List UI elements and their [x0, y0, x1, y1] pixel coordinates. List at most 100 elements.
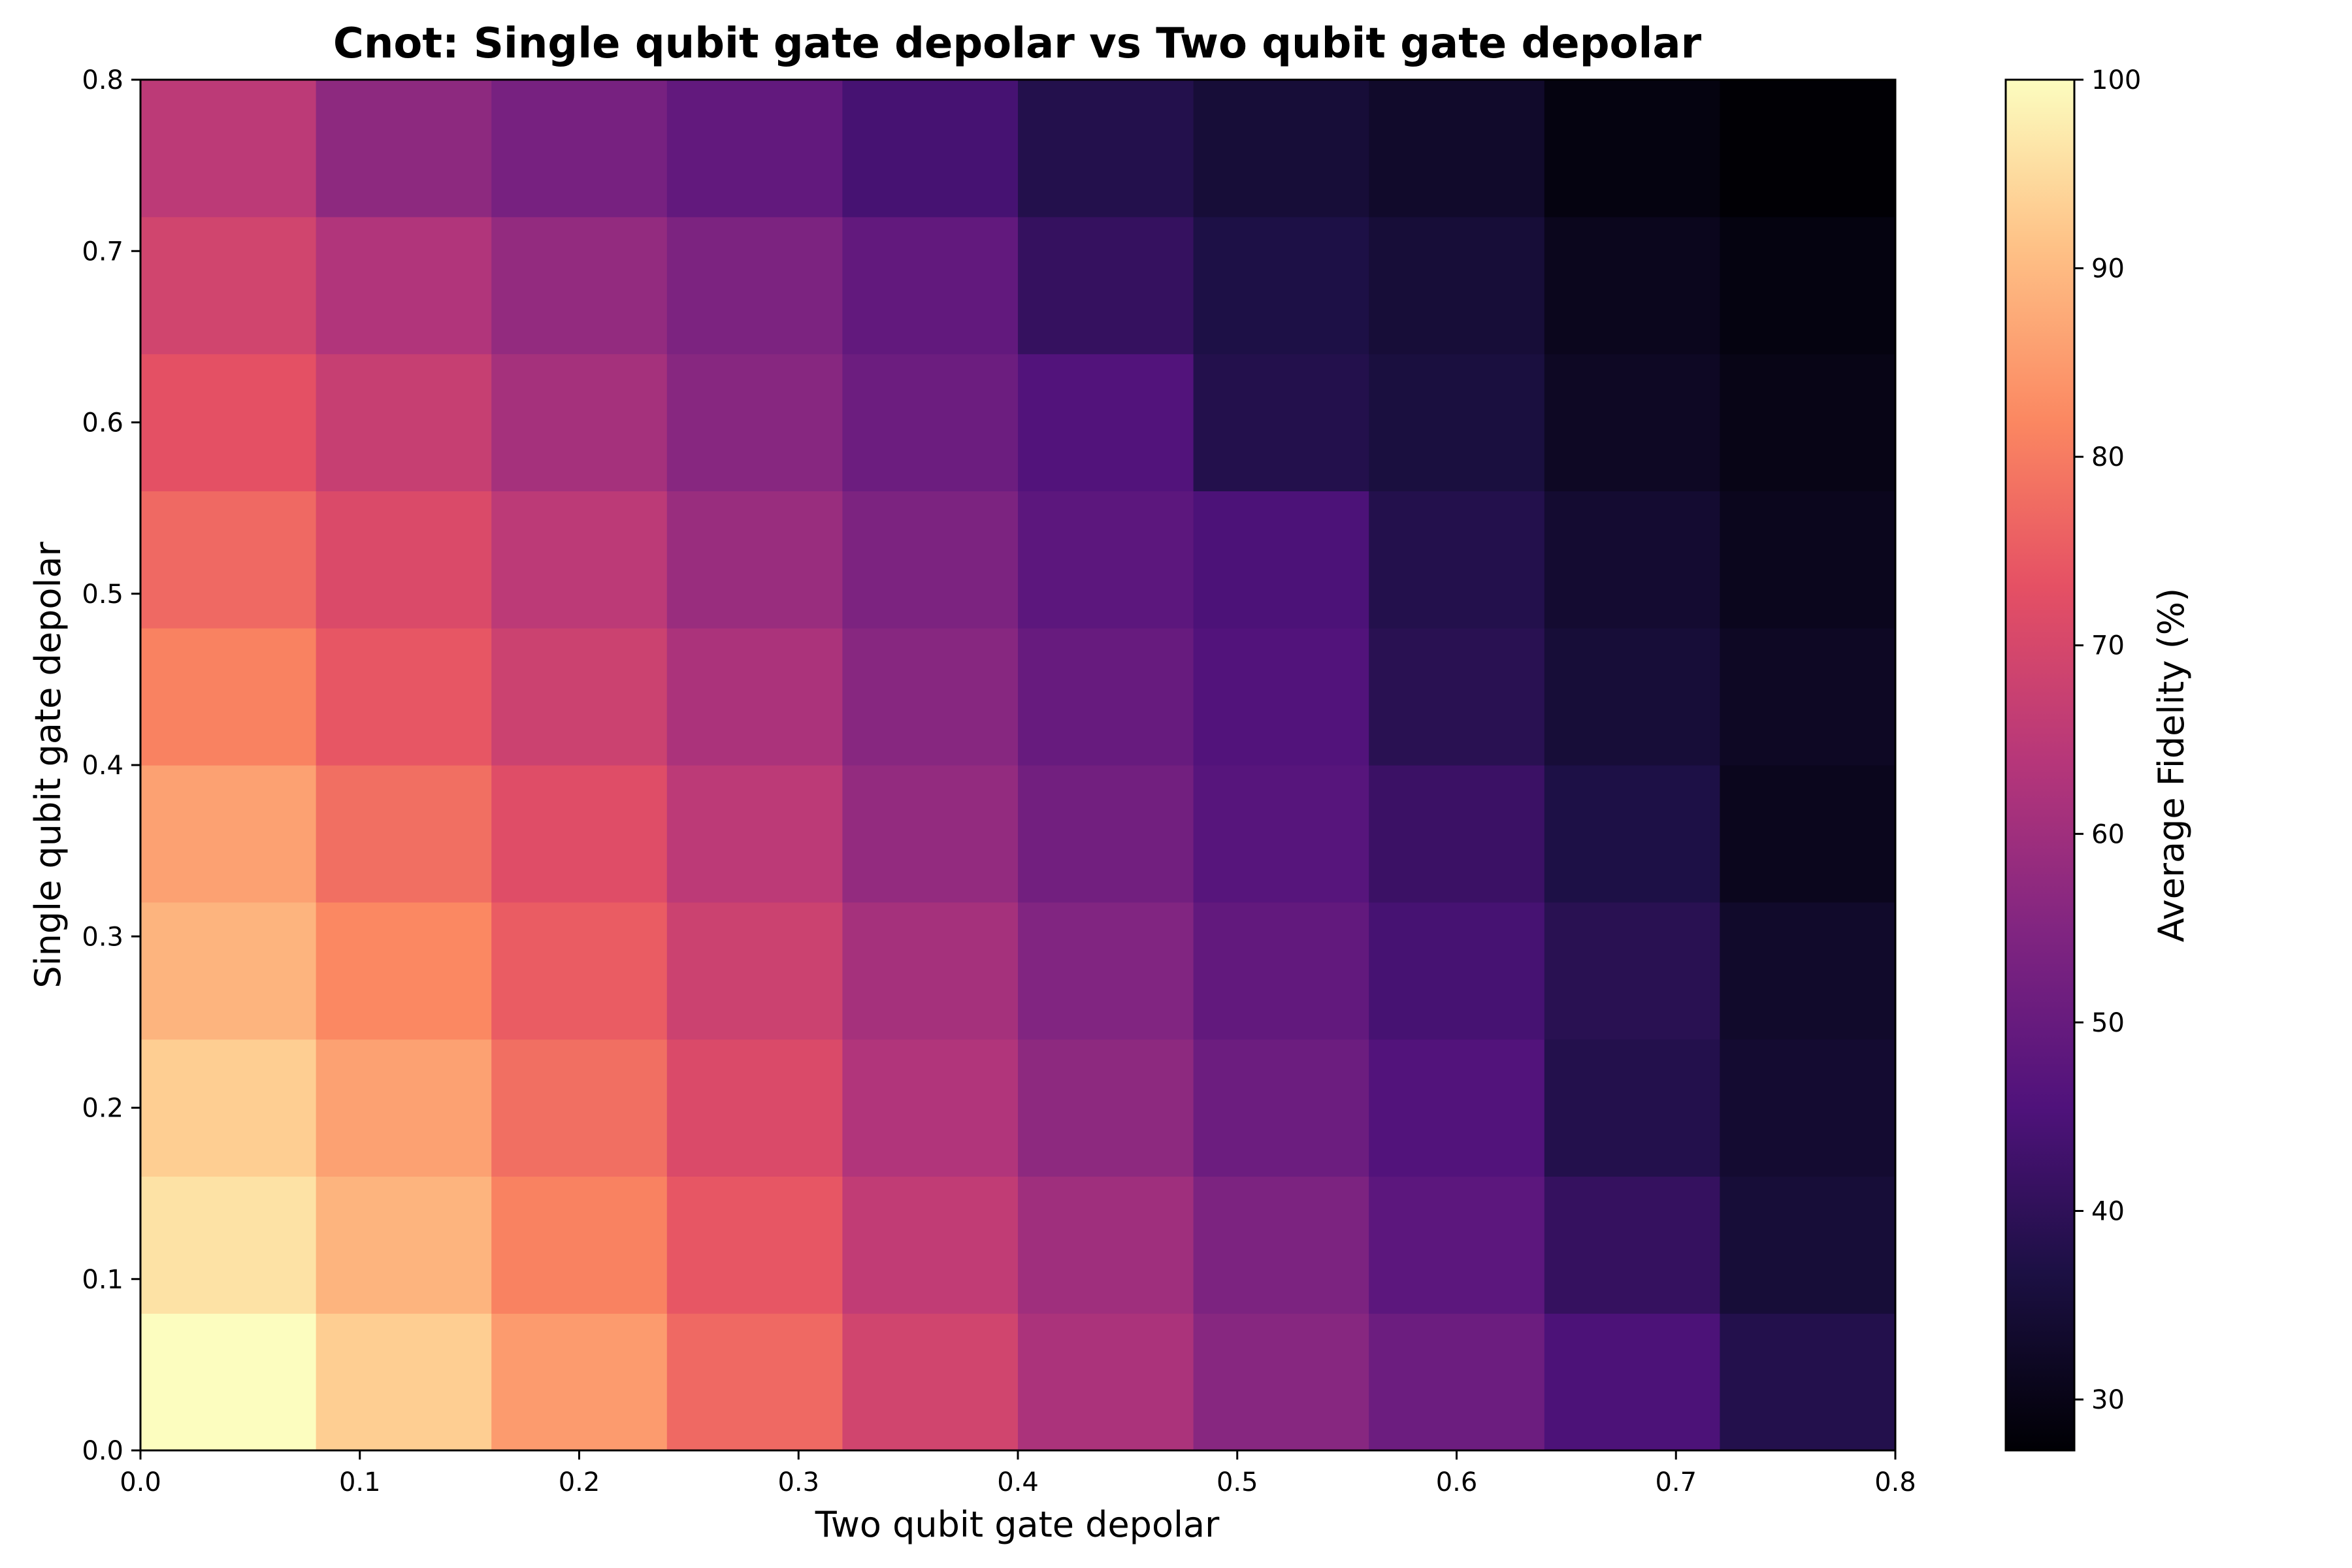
heatmap-cell: [316, 628, 492, 766]
heatmap-cell: [316, 1313, 492, 1451]
x-tick-label: 0.1: [339, 1467, 381, 1497]
colorbar-ticks: 30 40 50 60 70 80 90 100: [2074, 65, 2141, 1415]
heatmap-cell: [316, 1039, 492, 1177]
heatmap-cell: [666, 902, 843, 1040]
heatmap-cell: [140, 902, 317, 1040]
heatmap-cell: [1193, 902, 1369, 1040]
heatmap-cell: [1193, 216, 1369, 355]
heatmap-cell: [1018, 1176, 1194, 1314]
heatmap-cell: [140, 1039, 317, 1177]
heatmap-cell: [1544, 1039, 1720, 1177]
heatmap-cell: [491, 902, 668, 1040]
y-tick-label: 0.0: [82, 1436, 123, 1466]
heatmap-cell: [666, 353, 843, 491]
heatmap-cell: [1193, 1176, 1369, 1314]
heatmap-cell: [666, 80, 843, 218]
heatmap-cell: [1018, 1313, 1194, 1451]
heatmap-cell: [1720, 628, 1896, 766]
heatmap-cell: [316, 765, 492, 903]
heatmap-cell: [1544, 765, 1720, 903]
x-tick-label: 0.0: [120, 1467, 161, 1497]
heatmap-cell: [842, 216, 1019, 355]
heatmap-cell: [491, 80, 668, 218]
colorbar-tick-label: 50: [2091, 1008, 2125, 1038]
heatmap-cell: [1544, 628, 1720, 766]
heatmap-cell: [1544, 1313, 1720, 1451]
heatmap-cell: [842, 902, 1019, 1040]
y-tick-label: 0.6: [82, 408, 123, 438]
colorbar-tick-label: 70: [2091, 631, 2125, 661]
heatmap-cell: [1018, 1039, 1194, 1177]
y-tick-label: 0.5: [82, 580, 123, 610]
heatmap-cell: [666, 216, 843, 355]
y-tick-label: 0.1: [82, 1265, 123, 1295]
heatmap-cell: [491, 628, 668, 766]
heatmap-cell: [1018, 902, 1194, 1040]
heatmap-cell: [666, 765, 843, 903]
heatmap-cell: [316, 353, 492, 491]
heatmap-cell: [842, 765, 1019, 903]
colorbar-tick-label: 100: [2091, 65, 2141, 95]
heatmap-cell: [1193, 80, 1369, 218]
heatmap-cell: [1369, 1313, 1545, 1451]
heatmap-cell: [316, 491, 492, 629]
x-axis-label: Two qubit gate depolar: [815, 1504, 1220, 1545]
heatmap-cell: [1018, 80, 1194, 218]
x-tick-label: 0.2: [559, 1467, 600, 1497]
heatmap-cell: [1720, 1039, 1896, 1177]
heatmap-cell: [842, 353, 1019, 491]
heatmap-cell: [842, 1313, 1019, 1451]
heatmap-cell: [316, 216, 492, 355]
heatmap-cell: [1720, 80, 1896, 218]
heatmap-cell: [140, 353, 317, 491]
heatmap-cell: [842, 1176, 1019, 1314]
colorbar-tick-label: 40: [2091, 1196, 2125, 1226]
heatmap-cell: [1720, 353, 1896, 491]
heatmap-cell: [1720, 1176, 1896, 1314]
heatmap-cell: [491, 491, 668, 629]
heatmap-cell: [1369, 1176, 1545, 1314]
heatmap-cell: [666, 1313, 843, 1451]
y-tick-label: 0.7: [82, 237, 123, 267]
heatmap-cell: [1018, 628, 1194, 766]
heatmap-cell: [666, 628, 843, 766]
heatmap-cell: [1193, 1039, 1369, 1177]
heatmap-cell: [842, 628, 1019, 766]
heatmap-cell: [842, 80, 1019, 218]
y-tick-label: 0.8: [82, 65, 123, 95]
colorbar: [2004, 78, 2076, 1452]
heatmap-cell: [1369, 765, 1545, 903]
heatmap-cell: [140, 1176, 317, 1314]
heatmap-cell: [666, 1176, 843, 1314]
y-tick-label: 0.3: [82, 922, 123, 952]
heatmap-cell: [1544, 353, 1720, 491]
heatmap-cell: [1544, 1176, 1720, 1314]
heatmap-cell: [1193, 353, 1369, 491]
y-tick-label: 0.4: [82, 751, 123, 781]
heatmap-cell: [1369, 80, 1545, 218]
heatmap-cell: [1544, 216, 1720, 355]
heatmap-cell: [140, 80, 317, 218]
heatmap-cell: [140, 1313, 317, 1451]
heatmap-cell: [316, 80, 492, 218]
colorbar-tick-label: 60: [2091, 819, 2125, 849]
heatmap-cell: [491, 1176, 668, 1314]
heatmap-cell: [1720, 765, 1896, 903]
heatmap-cell: [1720, 216, 1896, 355]
heatmap-cell: [1193, 491, 1369, 629]
heatmap-cell: [1018, 216, 1194, 355]
heatmap-cell: [140, 491, 317, 629]
heatmap-cell: [140, 216, 317, 355]
heatmap-cell: [1018, 765, 1194, 903]
heatmap-cell: [140, 628, 317, 766]
heatmap-cell: [666, 1039, 843, 1177]
heatmap-cell: [1018, 353, 1194, 491]
heatmap-cell: [1720, 1313, 1896, 1451]
heatmap-cell: [491, 1039, 668, 1177]
x-tick-label: 0.4: [997, 1467, 1039, 1497]
x-axis-ticks: 0.0 0.1 0.2 0.3 0.4 0.5 0.6 0.7 0.8: [120, 1450, 1916, 1497]
heatmap-cell: [491, 1313, 668, 1451]
heatmap-cell: [842, 491, 1019, 629]
x-tick-label: 0.7: [1655, 1467, 1697, 1497]
heatmap-cell: [1544, 491, 1720, 629]
